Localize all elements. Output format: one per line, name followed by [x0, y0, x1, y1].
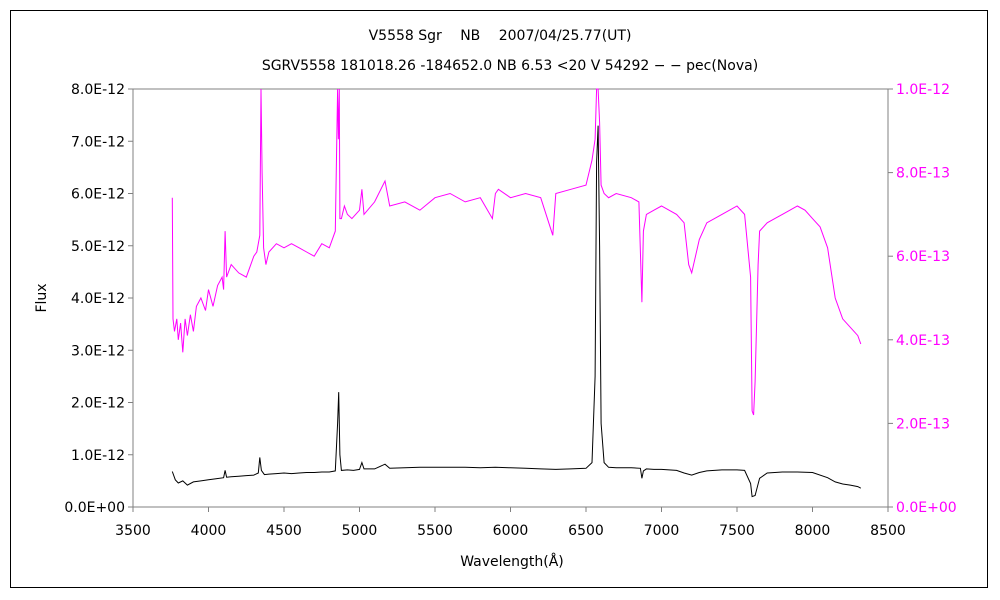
y-right-tick-label: 1.0E-12 — [896, 82, 950, 98]
y-left-tick-label: 3.0E-12 — [71, 343, 125, 359]
y-axis-left: 0.0E+00 1.0E-12 2.0E-12 3.0E-12 4.0E-12 5.0E-… — [64, 82, 133, 516]
chart-frame — [10, 10, 988, 588]
y-left-tick-label: 2.0E-12 — [71, 396, 125, 412]
x-tick-label: 6000 — [493, 523, 529, 539]
y-right-tick-label: 4.0E-13 — [896, 333, 950, 349]
x-tick-label: 8000 — [795, 523, 831, 539]
y-axis-label: Flux — [34, 283, 50, 312]
y-left-tick-label: 0.0E+00 — [64, 500, 125, 516]
x-tick-label: 7000 — [644, 523, 680, 539]
x-axis-label: Wavelength(Å) — [460, 553, 564, 570]
x-tick-label: 4000 — [191, 523, 227, 539]
x-tick-label: 3500 — [115, 523, 151, 539]
x-tick-label: 6500 — [568, 523, 604, 539]
y-left-tick-label: 7.0E-12 — [71, 134, 125, 150]
y-right-tick-label: 2.0E-13 — [896, 416, 950, 432]
y-right-tick-label: 0.0E+00 — [896, 500, 957, 516]
chart-subtitle: SGRV5558 181018.26 -184652.0 NB 6.53 <20… — [262, 58, 758, 74]
series-line-magenta — [171, 88, 862, 416]
x-axis: 3500 4000 4500 5000 5500 6000 6500 7000 7500 8000… — [115, 507, 906, 539]
series-line-black — [171, 125, 862, 498]
x-tick-label: 5000 — [342, 523, 378, 539]
x-tick-label: 7500 — [719, 523, 755, 539]
series-layer — [171, 88, 862, 498]
x-tick-label: 8500 — [870, 523, 906, 539]
plot-area — [132, 88, 889, 508]
y-left-tick-label: 5.0E-12 — [71, 239, 125, 255]
chart-title: V5558 Sgr NB 2007/04/25.77(UT) — [369, 28, 632, 44]
y-left-tick-label: 6.0E-12 — [71, 187, 125, 203]
y-axis-right: 0.0E+00 2.0E-13 4.0E-13 6.0E-13 8.0E-13 1.0E-… — [888, 82, 957, 516]
x-tick-label: 5500 — [417, 523, 453, 539]
y-right-tick-label: 8.0E-13 — [896, 166, 950, 182]
y-left-tick-label: 4.0E-12 — [71, 291, 125, 307]
y-left-tick-label: 8.0E-12 — [71, 82, 125, 98]
x-tick-label: 4500 — [266, 523, 302, 539]
y-right-tick-label: 6.0E-13 — [896, 249, 950, 265]
y-left-tick-label: 1.0E-12 — [71, 448, 125, 464]
